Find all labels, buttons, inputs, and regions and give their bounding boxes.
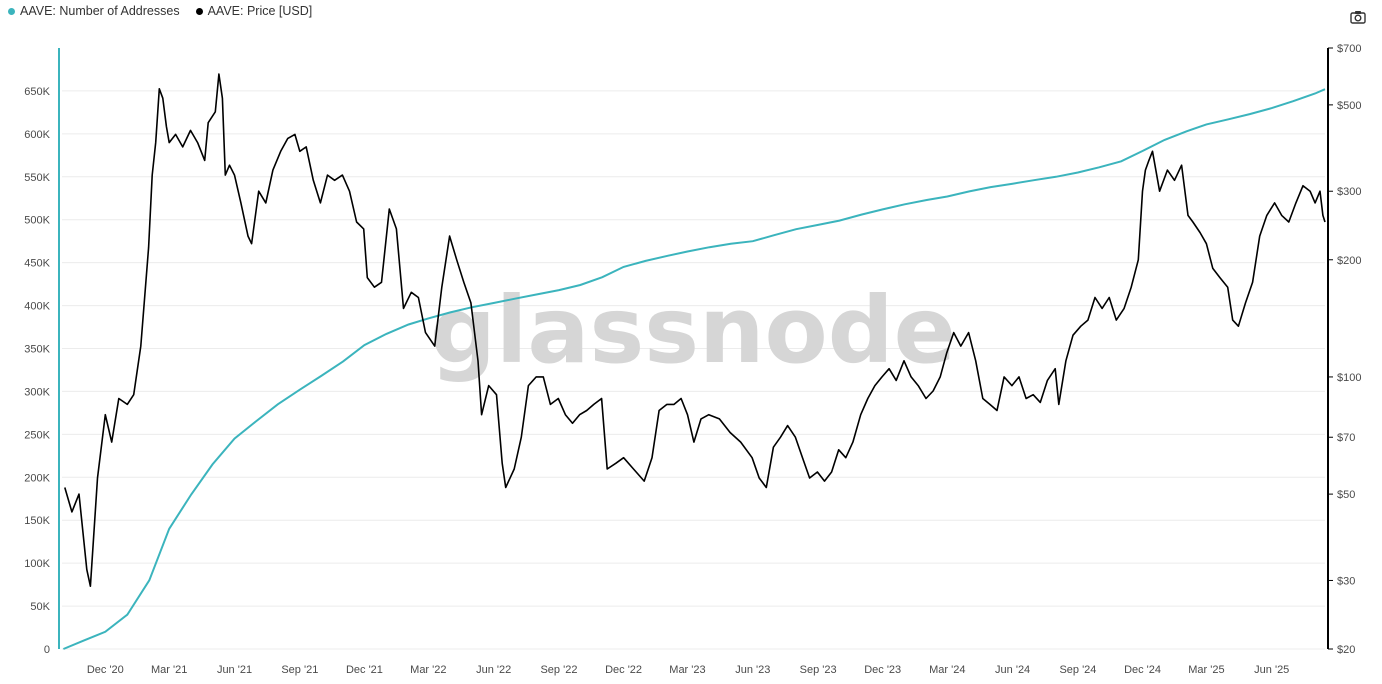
x-tick-label: Sep '21 xyxy=(281,664,318,676)
legend-label-addresses: AAVE: Number of Addresses xyxy=(20,4,180,18)
left-tick-label: 450K xyxy=(24,258,50,270)
right-tick-label: $20 xyxy=(1337,644,1355,656)
legend-item-price[interactable]: AAVE: Price [USD] xyxy=(195,4,313,18)
x-tick-label: Jun '23 xyxy=(735,664,770,676)
legend-swatch-price xyxy=(195,7,203,15)
x-tick-label: Mar '21 xyxy=(151,664,187,676)
x-tick-label: Jun '25 xyxy=(1254,664,1289,676)
x-tick-label: Mar '22 xyxy=(410,664,446,676)
x-tick-label: Sep '22 xyxy=(540,664,577,676)
x-axis: Dec '20 Mar '21 Jun '21 Sep '21 Dec '21 Mar '… xyxy=(87,664,1289,676)
x-tick-label: Dec '22 xyxy=(605,664,642,676)
left-tick-label: 300K xyxy=(24,386,50,398)
right-tick-label: $30 xyxy=(1337,575,1355,587)
x-tick-label: Dec '24 xyxy=(1124,664,1161,676)
left-tick-label: 400K xyxy=(24,301,50,313)
camera-icon[interactable] xyxy=(1350,10,1366,24)
right-tick-label: $300 xyxy=(1337,186,1361,198)
grid-lines xyxy=(62,90,1325,650)
x-tick-label: Mar '25 xyxy=(1188,664,1224,676)
x-tick-label: Jun '24 xyxy=(995,664,1030,676)
right-tick-label: $500 xyxy=(1337,100,1361,112)
right-tick-label: $100 xyxy=(1337,372,1361,384)
left-tick-label: 250K xyxy=(24,429,50,441)
x-tick-label: Jun '21 xyxy=(217,664,252,676)
legend-item-addresses[interactable]: AAVE: Number of Addresses xyxy=(8,4,180,18)
right-tick-label: $200 xyxy=(1337,255,1361,267)
right-tick-label: $700 xyxy=(1337,43,1361,55)
x-tick-label: Jun '22 xyxy=(476,664,511,676)
chart-legend: AAVE: Number of Addresses AAVE: Price [U… xyxy=(8,4,312,18)
left-tick-label: 100K xyxy=(24,558,50,570)
x-tick-label: Sep '23 xyxy=(800,664,837,676)
right-axis: $20 $30 $50 $70 $100 $200 $300 $500 $700 xyxy=(1328,43,1361,656)
series-line-price xyxy=(64,73,1326,587)
left-tick-label: 550K xyxy=(24,172,50,184)
left-tick-label: 650K xyxy=(24,86,50,98)
x-tick-label: Dec '23 xyxy=(864,664,901,676)
legend-label-price: AAVE: Price [USD] xyxy=(207,4,313,18)
x-tick-label: Mar '23 xyxy=(669,664,705,676)
left-tick-label: 600K xyxy=(24,129,50,141)
left-tick-label: 0 xyxy=(44,644,50,656)
watermark-text: glassnode xyxy=(430,277,956,384)
left-tick-label: 50K xyxy=(30,601,50,613)
left-tick-label: 350K xyxy=(24,344,50,356)
left-tick-label: 200K xyxy=(24,472,50,484)
x-tick-label: Dec '20 xyxy=(87,664,124,676)
left-tick-label: 500K xyxy=(24,215,50,227)
x-tick-label: Mar '24 xyxy=(929,664,965,676)
right-tick-label: $70 xyxy=(1337,432,1355,444)
right-tick-label: $50 xyxy=(1337,489,1355,501)
series-line-addresses xyxy=(63,88,1326,650)
legend-swatch-addresses xyxy=(8,7,15,15)
x-tick-label: Dec '21 xyxy=(346,664,383,676)
x-tick-label: Sep '24 xyxy=(1059,664,1096,676)
left-tick-label: 150K xyxy=(24,515,50,527)
left-axis: 0 50K 100K 150K 200K 250K 300K 350K 400K 450K 500K… xyxy=(24,86,50,656)
